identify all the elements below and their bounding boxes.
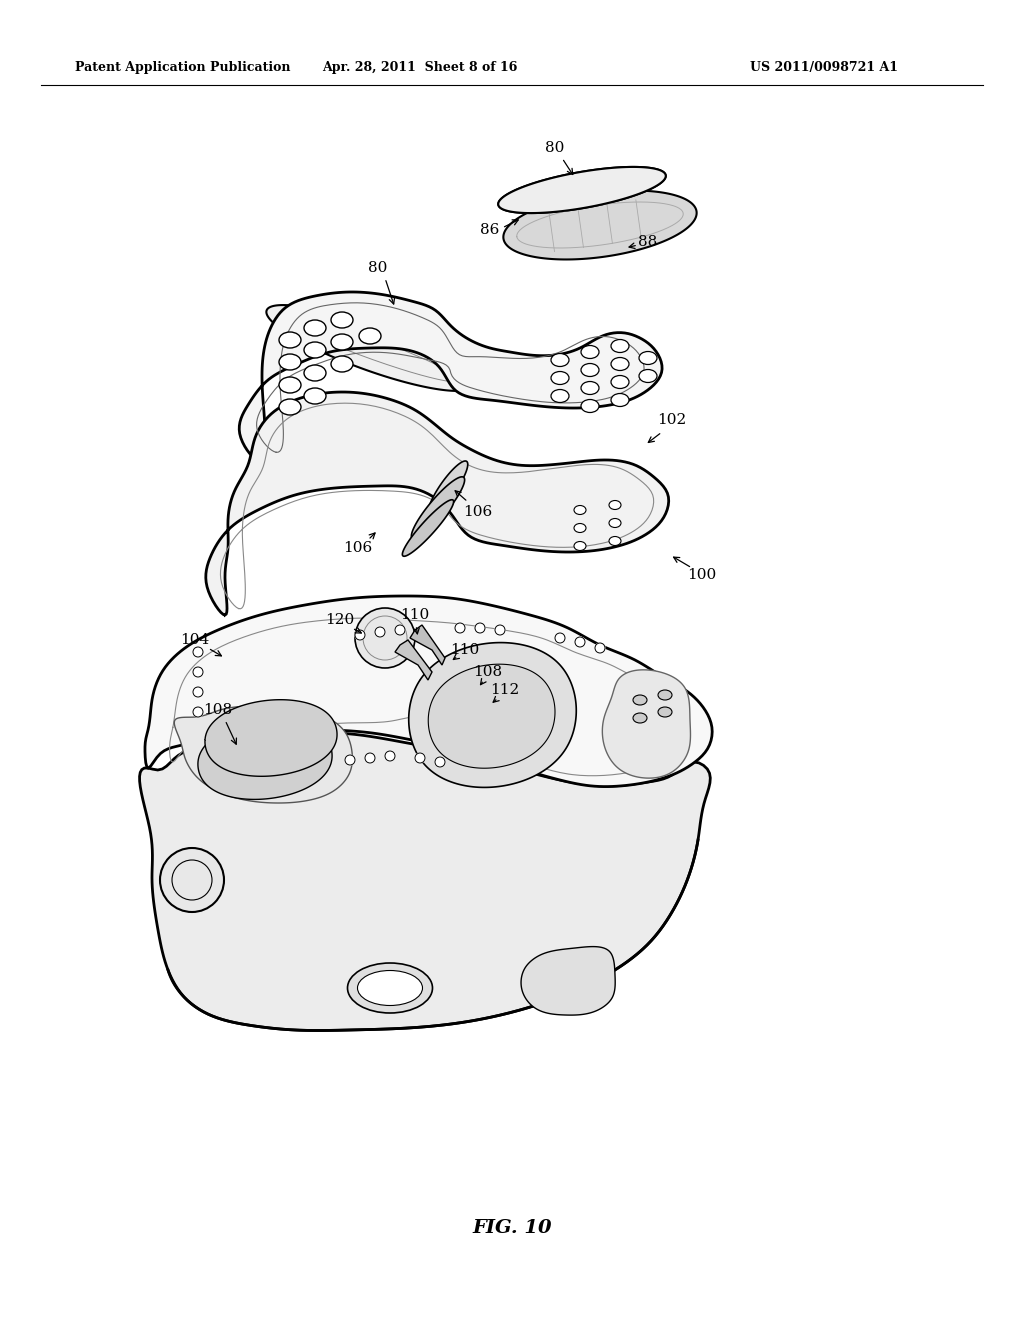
Polygon shape	[395, 640, 432, 680]
Circle shape	[193, 708, 203, 717]
Ellipse shape	[357, 970, 423, 1006]
Text: Patent Application Publication: Patent Application Publication	[75, 62, 291, 74]
Circle shape	[193, 647, 203, 657]
Polygon shape	[602, 669, 690, 777]
Circle shape	[415, 752, 425, 763]
Circle shape	[595, 643, 605, 653]
Ellipse shape	[609, 536, 621, 545]
Polygon shape	[205, 700, 337, 776]
Circle shape	[475, 623, 485, 634]
Circle shape	[495, 624, 505, 635]
Text: 110: 110	[400, 609, 430, 622]
Text: US 2011/0098721 A1: US 2011/0098721 A1	[750, 62, 898, 74]
Text: 108: 108	[473, 665, 503, 678]
Ellipse shape	[611, 393, 629, 407]
Text: 88: 88	[638, 235, 657, 249]
Ellipse shape	[551, 371, 569, 384]
Circle shape	[555, 634, 565, 643]
Circle shape	[385, 751, 395, 762]
Text: 102: 102	[657, 413, 687, 426]
Text: 100: 100	[687, 568, 717, 582]
Text: 106: 106	[464, 506, 493, 519]
Circle shape	[455, 623, 465, 634]
Text: FIG. 10: FIG. 10	[472, 1218, 552, 1237]
Ellipse shape	[633, 713, 647, 723]
Circle shape	[193, 667, 203, 677]
Ellipse shape	[658, 708, 672, 717]
Polygon shape	[428, 664, 555, 768]
Polygon shape	[266, 305, 474, 391]
Ellipse shape	[304, 366, 326, 381]
Ellipse shape	[304, 388, 326, 404]
Ellipse shape	[279, 354, 301, 370]
Polygon shape	[428, 461, 468, 515]
Ellipse shape	[609, 500, 621, 510]
Text: 108: 108	[204, 704, 232, 717]
Circle shape	[355, 630, 365, 640]
Circle shape	[395, 624, 406, 635]
Text: 112: 112	[490, 682, 519, 697]
Polygon shape	[198, 721, 332, 800]
Ellipse shape	[639, 370, 657, 383]
Text: 110: 110	[451, 643, 479, 657]
Polygon shape	[499, 166, 666, 213]
Polygon shape	[206, 392, 669, 615]
Polygon shape	[412, 477, 465, 539]
Polygon shape	[145, 597, 713, 787]
Polygon shape	[240, 292, 663, 459]
Polygon shape	[402, 500, 454, 556]
Circle shape	[193, 686, 203, 697]
Ellipse shape	[331, 334, 353, 350]
Ellipse shape	[331, 356, 353, 372]
Ellipse shape	[639, 351, 657, 364]
Ellipse shape	[304, 342, 326, 358]
Text: 104: 104	[180, 634, 210, 647]
Ellipse shape	[279, 378, 301, 393]
Text: 106: 106	[343, 541, 373, 554]
Circle shape	[435, 756, 445, 767]
Ellipse shape	[331, 312, 353, 327]
Ellipse shape	[658, 690, 672, 700]
Text: 80: 80	[369, 261, 388, 275]
Circle shape	[355, 609, 415, 668]
Ellipse shape	[633, 696, 647, 705]
Circle shape	[575, 638, 585, 647]
Ellipse shape	[611, 339, 629, 352]
Ellipse shape	[581, 381, 599, 395]
Ellipse shape	[551, 389, 569, 403]
Ellipse shape	[551, 354, 569, 367]
Polygon shape	[521, 946, 615, 1015]
Ellipse shape	[359, 327, 381, 345]
Ellipse shape	[279, 399, 301, 414]
Ellipse shape	[609, 519, 621, 528]
Ellipse shape	[304, 319, 326, 337]
Polygon shape	[409, 643, 577, 788]
Text: 86: 86	[480, 223, 500, 238]
Text: 120: 120	[326, 612, 354, 627]
Text: 80: 80	[546, 141, 564, 154]
Circle shape	[160, 847, 224, 912]
Polygon shape	[504, 190, 696, 260]
Polygon shape	[139, 731, 711, 1031]
Circle shape	[365, 752, 375, 763]
Ellipse shape	[574, 506, 586, 515]
Circle shape	[375, 627, 385, 638]
Ellipse shape	[611, 375, 629, 388]
Text: Apr. 28, 2011  Sheet 8 of 16: Apr. 28, 2011 Sheet 8 of 16	[323, 62, 518, 74]
Polygon shape	[174, 705, 352, 803]
Ellipse shape	[347, 964, 432, 1012]
Circle shape	[345, 755, 355, 766]
Ellipse shape	[581, 363, 599, 376]
Ellipse shape	[581, 400, 599, 412]
Ellipse shape	[574, 541, 586, 550]
Ellipse shape	[574, 524, 586, 532]
Ellipse shape	[581, 346, 599, 359]
Polygon shape	[499, 166, 666, 213]
Polygon shape	[410, 624, 445, 665]
Ellipse shape	[611, 358, 629, 371]
Ellipse shape	[279, 333, 301, 348]
